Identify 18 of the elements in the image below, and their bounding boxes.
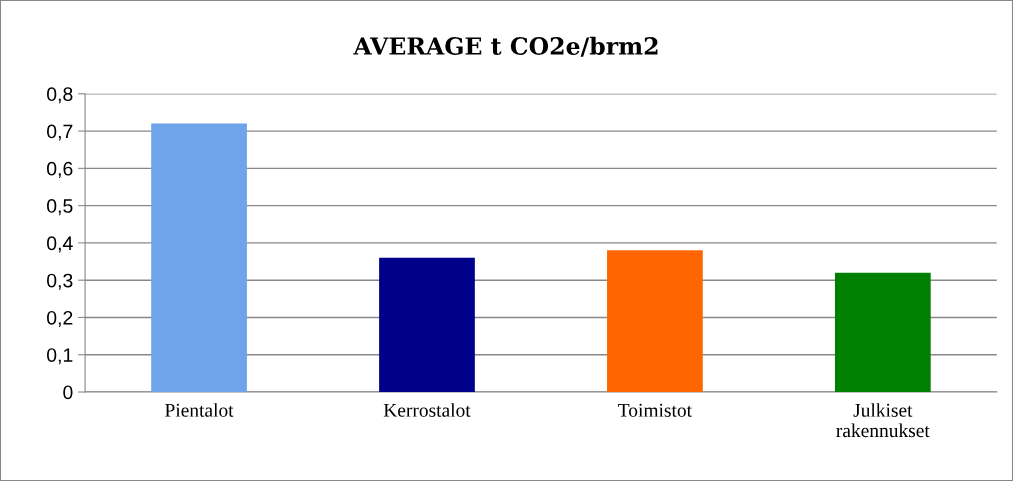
- y-tick-label: 0,5: [47, 199, 73, 216]
- y-tick-label: 0,2: [47, 310, 73, 327]
- y-tick-label: 0: [63, 385, 73, 400]
- x-tick-label: Toimistot: [618, 403, 692, 417]
- y-tick-label: 0,8: [47, 87, 73, 104]
- y-tick-label: 0,4: [47, 236, 73, 253]
- y-tick-label: 0,7: [47, 124, 73, 141]
- x-tick-label: Kerrostalot: [383, 403, 471, 417]
- x-tick-label: Julkiset rakennukset: [836, 403, 930, 438]
- bar: [607, 250, 703, 393]
- bar: [379, 257, 475, 393]
- y-tick-label: 0,6: [47, 161, 73, 178]
- y-tick-label: 0,3: [47, 273, 73, 290]
- bar: [151, 123, 247, 393]
- x-tick-label: Pientalot: [165, 403, 234, 417]
- chart-title: AVERAGE t CO2e/brm2: [353, 36, 658, 57]
- y-tick-label: 0,1: [47, 348, 73, 365]
- bar: [834, 272, 931, 393]
